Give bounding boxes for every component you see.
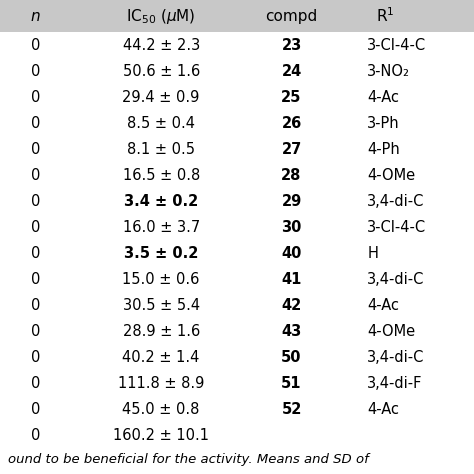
Text: 23: 23 bbox=[282, 37, 301, 53]
Text: H: H bbox=[367, 246, 378, 261]
Text: 0: 0 bbox=[31, 64, 40, 79]
Text: 50.6 ± 1.6: 50.6 ± 1.6 bbox=[123, 64, 200, 79]
Text: 0: 0 bbox=[31, 349, 40, 365]
Bar bbox=[0, 110, 474, 136]
Text: 45.0 ± 0.8: 45.0 ± 0.8 bbox=[122, 401, 200, 417]
Text: 3-Ph: 3-Ph bbox=[367, 116, 400, 130]
Text: 28.9 ± 1.6: 28.9 ± 1.6 bbox=[123, 323, 200, 338]
Text: 52: 52 bbox=[282, 401, 301, 417]
Bar bbox=[0, 0, 474, 32]
Text: 3.4 ± 0.2: 3.4 ± 0.2 bbox=[124, 193, 198, 209]
Text: 4-OMe: 4-OMe bbox=[367, 323, 416, 338]
Text: 3,4-di-C: 3,4-di-C bbox=[367, 349, 425, 365]
Text: 30.5 ± 5.4: 30.5 ± 5.4 bbox=[123, 298, 200, 312]
Bar bbox=[0, 32, 474, 58]
Text: 3.5 ± 0.2: 3.5 ± 0.2 bbox=[124, 246, 198, 261]
Text: 51: 51 bbox=[281, 375, 302, 391]
Text: 0: 0 bbox=[31, 428, 40, 443]
Text: 27: 27 bbox=[282, 142, 301, 156]
Text: IC$_{50}$ ($\mu$M): IC$_{50}$ ($\mu$M) bbox=[127, 7, 196, 26]
Text: 0: 0 bbox=[31, 142, 40, 156]
Bar bbox=[0, 266, 474, 292]
Text: 29.4 ± 0.9: 29.4 ± 0.9 bbox=[122, 90, 200, 104]
Text: 42: 42 bbox=[282, 298, 301, 312]
Text: 44.2 ± 2.3: 44.2 ± 2.3 bbox=[123, 37, 200, 53]
Text: 3,4-di-C: 3,4-di-C bbox=[367, 272, 425, 286]
Bar bbox=[0, 214, 474, 240]
Bar bbox=[0, 396, 474, 422]
Bar bbox=[0, 84, 474, 110]
Text: 0: 0 bbox=[31, 323, 40, 338]
Text: 0: 0 bbox=[31, 167, 40, 182]
Text: 3,4-di-F: 3,4-di-F bbox=[367, 375, 423, 391]
Text: 4-OMe: 4-OMe bbox=[367, 167, 416, 182]
Text: 3-Cl-4-C: 3-Cl-4-C bbox=[367, 37, 427, 53]
Bar bbox=[0, 136, 474, 162]
Text: 0: 0 bbox=[31, 90, 40, 104]
Text: 29: 29 bbox=[282, 193, 301, 209]
Text: 111.8 ± 8.9: 111.8 ± 8.9 bbox=[118, 375, 204, 391]
Text: 41: 41 bbox=[282, 272, 301, 286]
Text: 50: 50 bbox=[281, 349, 302, 365]
Text: 0: 0 bbox=[31, 401, 40, 417]
Bar bbox=[0, 422, 474, 448]
Text: 25: 25 bbox=[282, 90, 301, 104]
Text: 16.5 ± 0.8: 16.5 ± 0.8 bbox=[123, 167, 200, 182]
Text: 0: 0 bbox=[31, 116, 40, 130]
Text: 0: 0 bbox=[31, 37, 40, 53]
Text: 160.2 ± 10.1: 160.2 ± 10.1 bbox=[113, 428, 209, 443]
Text: 0: 0 bbox=[31, 272, 40, 286]
Text: ound to be beneficial for the activity. Means and SD of: ound to be beneficial for the activity. … bbox=[8, 454, 369, 466]
Text: 3-Cl-4-C: 3-Cl-4-C bbox=[367, 219, 427, 235]
Text: 0: 0 bbox=[31, 219, 40, 235]
Text: 4-Ph: 4-Ph bbox=[367, 142, 400, 156]
Bar bbox=[0, 370, 474, 396]
Text: 4-Ac: 4-Ac bbox=[367, 401, 400, 417]
Text: 24: 24 bbox=[282, 64, 301, 79]
Text: 43: 43 bbox=[282, 323, 301, 338]
Text: 3-NO₂: 3-NO₂ bbox=[367, 64, 410, 79]
Bar bbox=[0, 292, 474, 318]
Text: $n$: $n$ bbox=[30, 9, 41, 24]
Text: 0: 0 bbox=[31, 193, 40, 209]
Text: 26: 26 bbox=[282, 116, 301, 130]
Bar bbox=[0, 188, 474, 214]
Text: 4-Ac: 4-Ac bbox=[367, 90, 400, 104]
Text: 40: 40 bbox=[282, 246, 301, 261]
Bar bbox=[0, 162, 474, 188]
Text: R$^1$: R$^1$ bbox=[376, 7, 394, 25]
Bar bbox=[0, 318, 474, 344]
Text: 4-Ac: 4-Ac bbox=[367, 298, 400, 312]
Text: 15.0 ± 0.6: 15.0 ± 0.6 bbox=[122, 272, 200, 286]
Bar bbox=[0, 344, 474, 370]
Text: compd: compd bbox=[265, 9, 318, 24]
Bar bbox=[0, 240, 474, 266]
Text: 40.2 ± 1.4: 40.2 ± 1.4 bbox=[122, 349, 200, 365]
Text: 30: 30 bbox=[282, 219, 301, 235]
Text: 16.0 ± 3.7: 16.0 ± 3.7 bbox=[123, 219, 200, 235]
Text: 0: 0 bbox=[31, 375, 40, 391]
Text: 3,4-di-C: 3,4-di-C bbox=[367, 193, 425, 209]
Bar bbox=[0, 58, 474, 84]
Text: 0: 0 bbox=[31, 298, 40, 312]
Text: 8.5 ± 0.4: 8.5 ± 0.4 bbox=[127, 116, 195, 130]
Text: 28: 28 bbox=[282, 167, 301, 182]
Text: 8.1 ± 0.5: 8.1 ± 0.5 bbox=[127, 142, 195, 156]
Text: 0: 0 bbox=[31, 246, 40, 261]
